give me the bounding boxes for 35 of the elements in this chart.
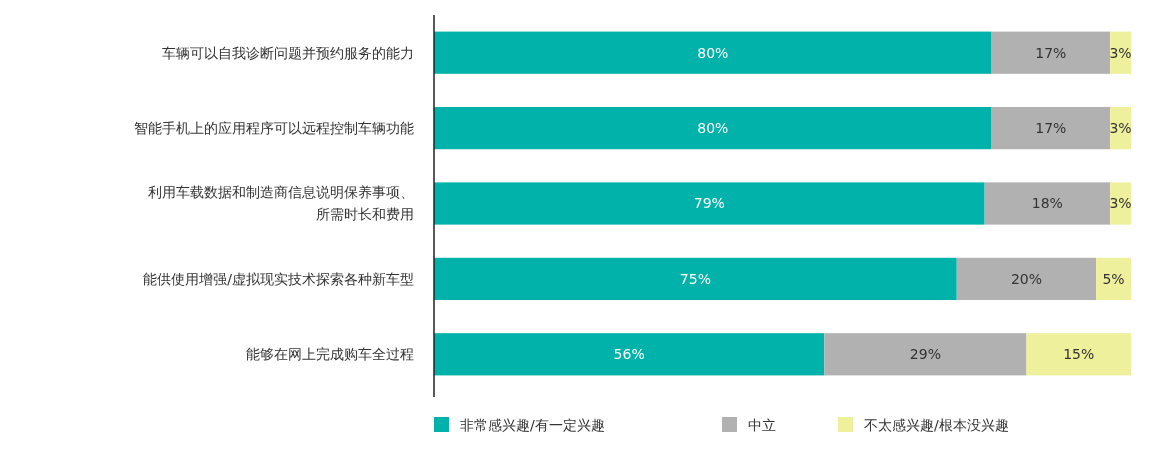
- bar: [991, 31, 1111, 74]
- y-tick-label: 智能手机上的应用程序可以远程控制车辆功能: [134, 120, 414, 136]
- data-label: 80%: [697, 120, 729, 136]
- data-label: 17%: [1035, 120, 1067, 136]
- data-label: 79%: [693, 195, 725, 212]
- y-tick-label: 能供使用增强/虚拟现实技术探索各种新车型: [143, 270, 414, 287]
- y-tick-label: 车辆可以自我诊断问题并预约服务的能力: [162, 44, 414, 61]
- data-label: 3%: [1109, 195, 1132, 212]
- y-tick-label: 利用车载数据和制造商信息说明保养事项、所需时长和费用: [148, 184, 414, 223]
- bar: [1026, 333, 1131, 376]
- bar: [991, 106, 1111, 150]
- bar: [824, 333, 1027, 376]
- data-label: 29%: [909, 346, 941, 363]
- legend-label: 不太感兴趣/根本没兴趣: [864, 416, 1009, 433]
- data-label: 80%: [697, 44, 729, 61]
- data-label: 17%: [1035, 44, 1067, 61]
- data-label: 18%: [1031, 195, 1063, 212]
- legend-label: 中立: [748, 416, 776, 433]
- data-label: 75%: [679, 270, 711, 287]
- data-label: 5%: [1102, 270, 1125, 287]
- bar: [1096, 257, 1131, 301]
- data-label: 3%: [1109, 44, 1132, 61]
- legend-label: 非常感兴趣/有一定兴趣: [460, 416, 605, 433]
- y-tick-label: 能够在网上完成购车全过程: [246, 346, 414, 363]
- bar: [434, 106, 992, 150]
- data-label: 20%: [1010, 270, 1043, 287]
- data-label: 3%: [1109, 120, 1132, 136]
- bar: [984, 182, 1111, 225]
- bar: [956, 257, 1097, 301]
- bar: [434, 257, 957, 301]
- data-label: 56%: [613, 346, 645, 363]
- data-label: 15%: [1063, 346, 1095, 363]
- bar: [434, 182, 985, 225]
- bar: [434, 333, 825, 376]
- bar: [434, 31, 992, 74]
